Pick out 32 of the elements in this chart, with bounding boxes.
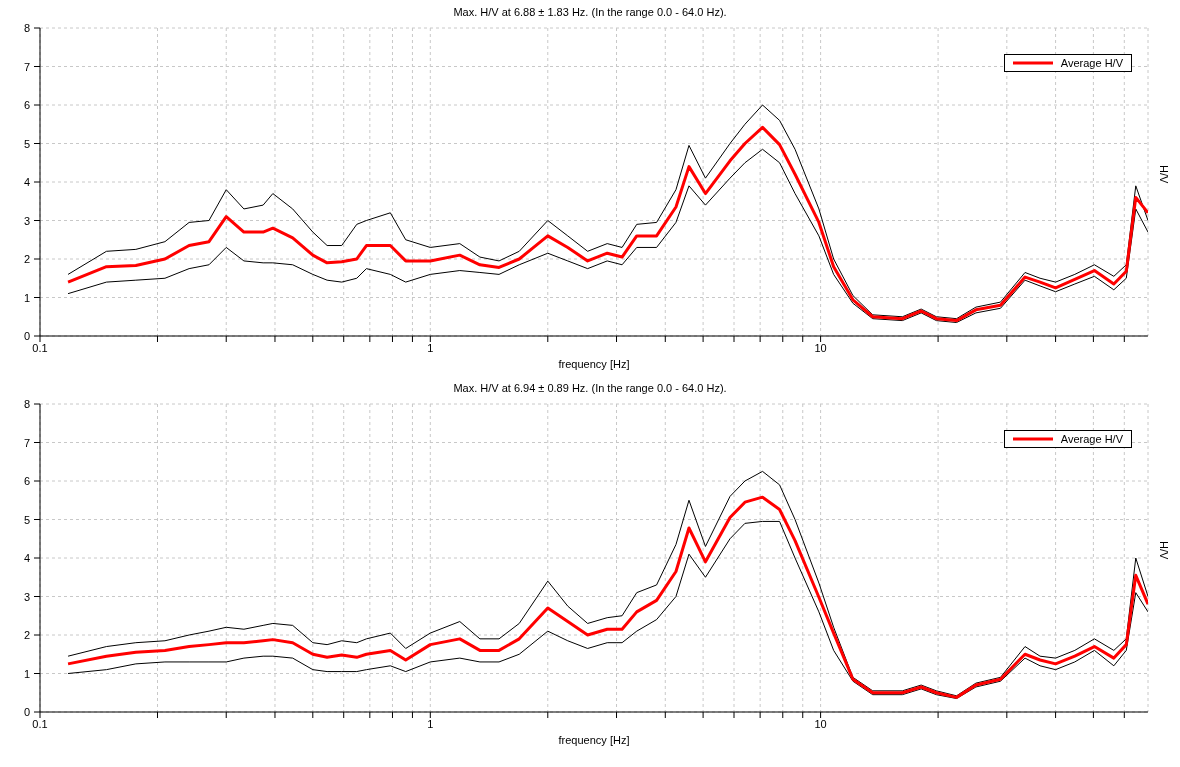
- y-tick-label: 4: [23, 552, 30, 564]
- x-tick-label: 10: [814, 717, 827, 730]
- y-tick-label: 8: [23, 398, 30, 410]
- y-axis-title: H/V: [1158, 541, 1170, 560]
- y-tick-label: 6: [23, 99, 30, 111]
- x-tick-label: 1: [427, 717, 434, 730]
- y-tick-label: 2: [23, 629, 30, 641]
- y-tick-label: 0: [23, 330, 30, 342]
- y-tick-label: 3: [23, 214, 30, 227]
- y-tick-label: 3: [23, 590, 30, 603]
- y-tick-label: 1: [23, 291, 30, 304]
- x-axis-title: frequency [Hz]: [558, 358, 630, 370]
- legend-label: Average H/V: [1060, 57, 1123, 69]
- y-tick-label: 5: [23, 137, 30, 150]
- y-tick-label: 7: [23, 436, 30, 449]
- x-tick-label: 10: [814, 341, 827, 354]
- y-tick-label: 7: [23, 60, 30, 73]
- legend-label: Average H/V: [1060, 433, 1123, 445]
- x-axis-title: frequency [Hz]: [558, 734, 630, 746]
- x-tick-label: 0.1: [32, 341, 48, 354]
- y-tick-label: 5: [23, 513, 30, 526]
- x-tick-label: 1: [427, 341, 434, 354]
- chart-title: Max. H/V at 6.88 ± 1.83 Hz. (In the range 0.0 - 64.0 Hz).: [452, 5, 728, 20]
- y-tick-label: 8: [23, 22, 30, 34]
- x-tick-label: 0.1: [32, 717, 48, 730]
- y-tick-label: 2: [23, 253, 30, 265]
- y-tick-label: 1: [23, 667, 30, 680]
- y-tick-label: 0: [23, 706, 30, 718]
- y-tick-label: 6: [23, 475, 30, 487]
- y-axis-title: H/V: [1158, 165, 1170, 184]
- chart-title: Max. H/V at 6.94 ± 0.89 Hz. (In the range 0.0 - 64.0 Hz).: [452, 381, 728, 396]
- y-tick-label: 4: [23, 176, 30, 188]
